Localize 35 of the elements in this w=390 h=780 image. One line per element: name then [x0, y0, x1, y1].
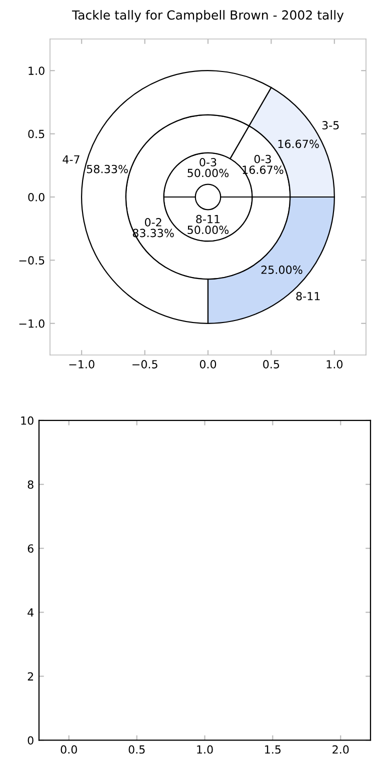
x-tick-label: 0.0: [60, 745, 77, 754]
data-label: 16.67%: [242, 166, 284, 174]
annotation: 0-3: [254, 154, 271, 164]
annotation: 8-11: [296, 292, 320, 300]
data-label: 58.33%: [86, 164, 128, 174]
x-tick-label: 1.5: [265, 745, 281, 754]
y-tick-label: 4: [28, 608, 34, 617]
y-tick-label: 0.0: [28, 192, 44, 202]
data-label: 25.00%: [261, 266, 302, 274]
x-tick-label: −1.0: [69, 360, 94, 368]
y-tick-label: 2: [28, 672, 34, 680]
annotation: 0-3: [200, 158, 216, 166]
y-tick-label: 6: [28, 544, 34, 553]
data-label: 50.00%: [188, 226, 229, 234]
x-tick-label: 1.0: [197, 745, 213, 754]
chart-title: Tackle tally for Campbell Brown - 2002 tally: [72, 10, 344, 22]
x-tick-label: 1.0: [326, 360, 342, 368]
y-tick-label: 8: [28, 480, 34, 489]
data-label: 16.67%: [278, 140, 319, 148]
annotation: 3-5: [322, 121, 339, 130]
x-tick-label: 2.0: [332, 745, 349, 754]
x-tick-label: 0.5: [263, 360, 280, 368]
y-tick-label: 1.0: [28, 66, 44, 75]
annotation: 8-11: [196, 214, 220, 224]
y-tick-label: −1.0: [19, 319, 44, 328]
x-tick-label: 0.0: [200, 360, 216, 368]
annotation: 4-7: [62, 155, 80, 164]
data-label: 50.00%: [188, 168, 229, 178]
x-tick-label: −0.5: [132, 360, 158, 368]
y-tick-label: 10: [21, 416, 34, 425]
y-tick-label: −0.5: [19, 256, 44, 265]
annotation: 0-2: [144, 218, 162, 226]
y-tick-label: 0.5: [28, 130, 44, 138]
x-tick-label: 0.5: [128, 745, 145, 754]
y-tick-label: 0: [28, 736, 34, 745]
